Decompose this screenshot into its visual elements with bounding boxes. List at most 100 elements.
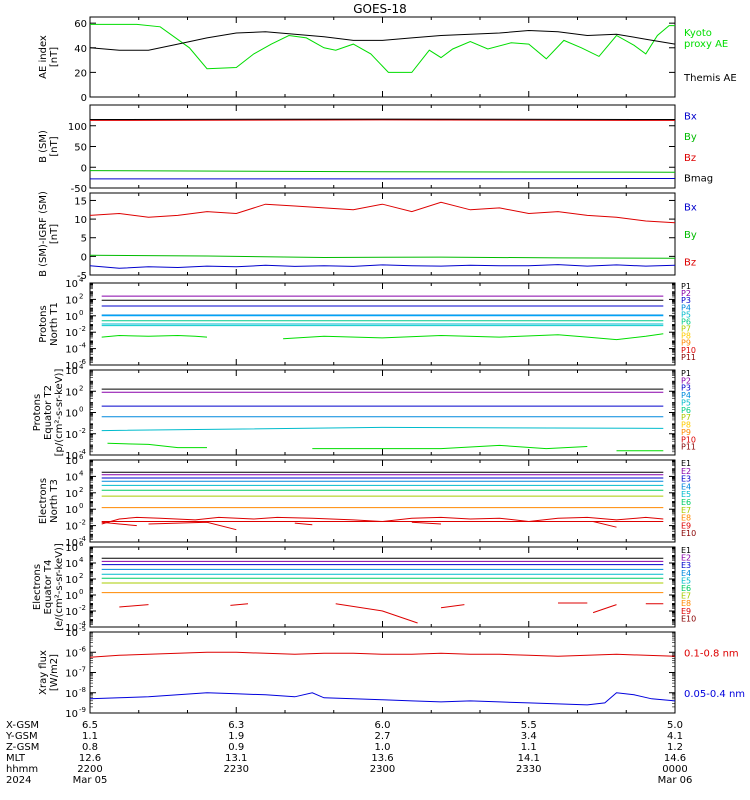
y-tick-exponent: 2 <box>79 384 83 392</box>
x-tick-value: 12.6 <box>79 753 101 764</box>
y-tick-label: 10 <box>65 648 78 659</box>
y-tick-label: 10 <box>65 559 78 570</box>
x-tick-value: 0.9 <box>228 742 244 753</box>
y-tick-label: 10 <box>65 312 78 323</box>
y-tick-label: 10 <box>65 607 78 618</box>
x-tick-value: 13.6 <box>371 753 393 764</box>
panel-frame <box>89 631 676 714</box>
x-tick-value: 1.2 <box>667 742 683 753</box>
legend-entry: P4 <box>681 303 691 312</box>
legend-entry: Bx <box>684 203 697 214</box>
y-tick-label: 10 <box>65 472 78 483</box>
legend-entry: E2 <box>681 554 691 563</box>
series-segment <box>294 522 313 526</box>
legend-entry: P7 <box>681 413 691 422</box>
y-tick-exponent: -6 <box>79 645 87 653</box>
y-tick-exponent: -9 <box>79 706 86 714</box>
y-axis-label: Electrons <box>32 564 43 610</box>
series-segment <box>148 521 237 531</box>
legend-entry: proxy AE <box>684 39 728 50</box>
x-tick-value: 14.6 <box>664 753 686 764</box>
y-tick-label: 10 <box>65 591 78 602</box>
series-segment <box>592 604 617 614</box>
legend-entry: P3 <box>681 296 691 305</box>
legend-entry: E5 <box>681 576 691 585</box>
legend-entry: E9 <box>681 521 691 530</box>
y-tick-label: 10 <box>65 456 78 467</box>
y-tick-label: 10 <box>65 409 78 420</box>
y-axis-label: Equator T2 <box>43 385 54 440</box>
y-tick-label: 60 <box>74 19 87 30</box>
x-row-label: hhmm <box>6 764 38 775</box>
y-tick-label: 0 <box>81 93 87 104</box>
series-line <box>89 692 676 706</box>
series-line <box>101 426 664 432</box>
y-tick-label: 50 <box>74 143 87 154</box>
x-axis-labels: X-GSMY-GSMZ-GSMMLThhmm20246.51.10.812.62… <box>5 720 692 786</box>
series-segment <box>411 521 442 525</box>
x-tick-value: 1.1 <box>82 731 98 742</box>
y-tick-label: -50 <box>71 184 87 195</box>
legend-entry: E8 <box>681 599 691 608</box>
legend-entry: E3 <box>681 561 691 570</box>
y-tick-label: 10 <box>65 522 78 533</box>
y-tick-exponent: 0 <box>79 502 83 510</box>
series-segment <box>312 444 588 450</box>
y-tick-exponent: -2 <box>79 604 86 612</box>
legend-entry: P9 <box>681 339 691 348</box>
legend-entry: E1 <box>681 546 691 555</box>
x-tick-value: Mar 06 <box>658 775 693 786</box>
y-tick-exponent: 4 <box>79 556 84 564</box>
series-line <box>89 119 676 121</box>
y-tick-exponent: -7 <box>79 666 86 674</box>
series-line <box>89 29 676 51</box>
y-tick-label: 10 <box>65 328 78 339</box>
series-segment <box>101 334 208 338</box>
y-tick-exponent: 4 <box>79 276 84 284</box>
y-tick-exponent: -2 <box>79 519 86 527</box>
legend-entry: 0.05-0.4 nm <box>684 689 745 700</box>
legend-entry: Bz <box>684 257 696 268</box>
legend-entry: P8 <box>681 421 691 430</box>
y-tick-label: 10 <box>65 575 78 586</box>
legend-entry: P2 <box>681 289 691 298</box>
x-tick-value: Mar 05 <box>73 775 108 786</box>
series-line <box>89 254 676 259</box>
legend-entry: E6 <box>681 584 691 593</box>
legend-entry: E2 <box>681 467 691 476</box>
series-line <box>90 23 675 73</box>
legend-entry: E4 <box>681 569 691 578</box>
y-tick-label: 100 <box>68 122 87 133</box>
y-tick-exponent: -6 <box>79 358 87 366</box>
y-axis-label: AE index <box>38 35 49 79</box>
x-row-label: 2024 <box>6 775 31 786</box>
x-tick-value: 3.4 <box>521 731 537 742</box>
legend-entry: P7 <box>681 325 691 334</box>
legend-entry: P11 <box>681 353 696 362</box>
y-tick-exponent: -5 <box>79 625 86 633</box>
y-axis-label: [nT] <box>49 47 60 67</box>
series-segment <box>101 516 664 525</box>
legend-entry: P10 <box>681 435 696 444</box>
y-tick-label: 10 <box>65 345 78 356</box>
legend-entry: By <box>684 230 697 241</box>
y-tick-label: 10 <box>65 709 78 720</box>
series-line <box>89 264 676 269</box>
y-tick-label: -5 <box>77 271 87 282</box>
y-tick-label: 10 <box>65 361 78 372</box>
y-axis-label: Protons <box>38 305 49 342</box>
x-row-label: Z-GSM <box>6 742 39 753</box>
legend-entry: P2 <box>681 376 691 385</box>
y-axis-label: [nT] <box>49 136 60 156</box>
y-axis-label: North T1 <box>49 302 60 346</box>
legend-entry: P1 <box>681 369 691 378</box>
x-row-label: Y-GSM <box>5 731 38 742</box>
series-segment <box>230 603 249 606</box>
y-axis-label: Equator T4 <box>43 560 54 615</box>
panel-2: -50 0 50 100 B (SM) [nT] Bx By Bz Bmag <box>38 104 713 195</box>
series-segment <box>335 603 418 624</box>
